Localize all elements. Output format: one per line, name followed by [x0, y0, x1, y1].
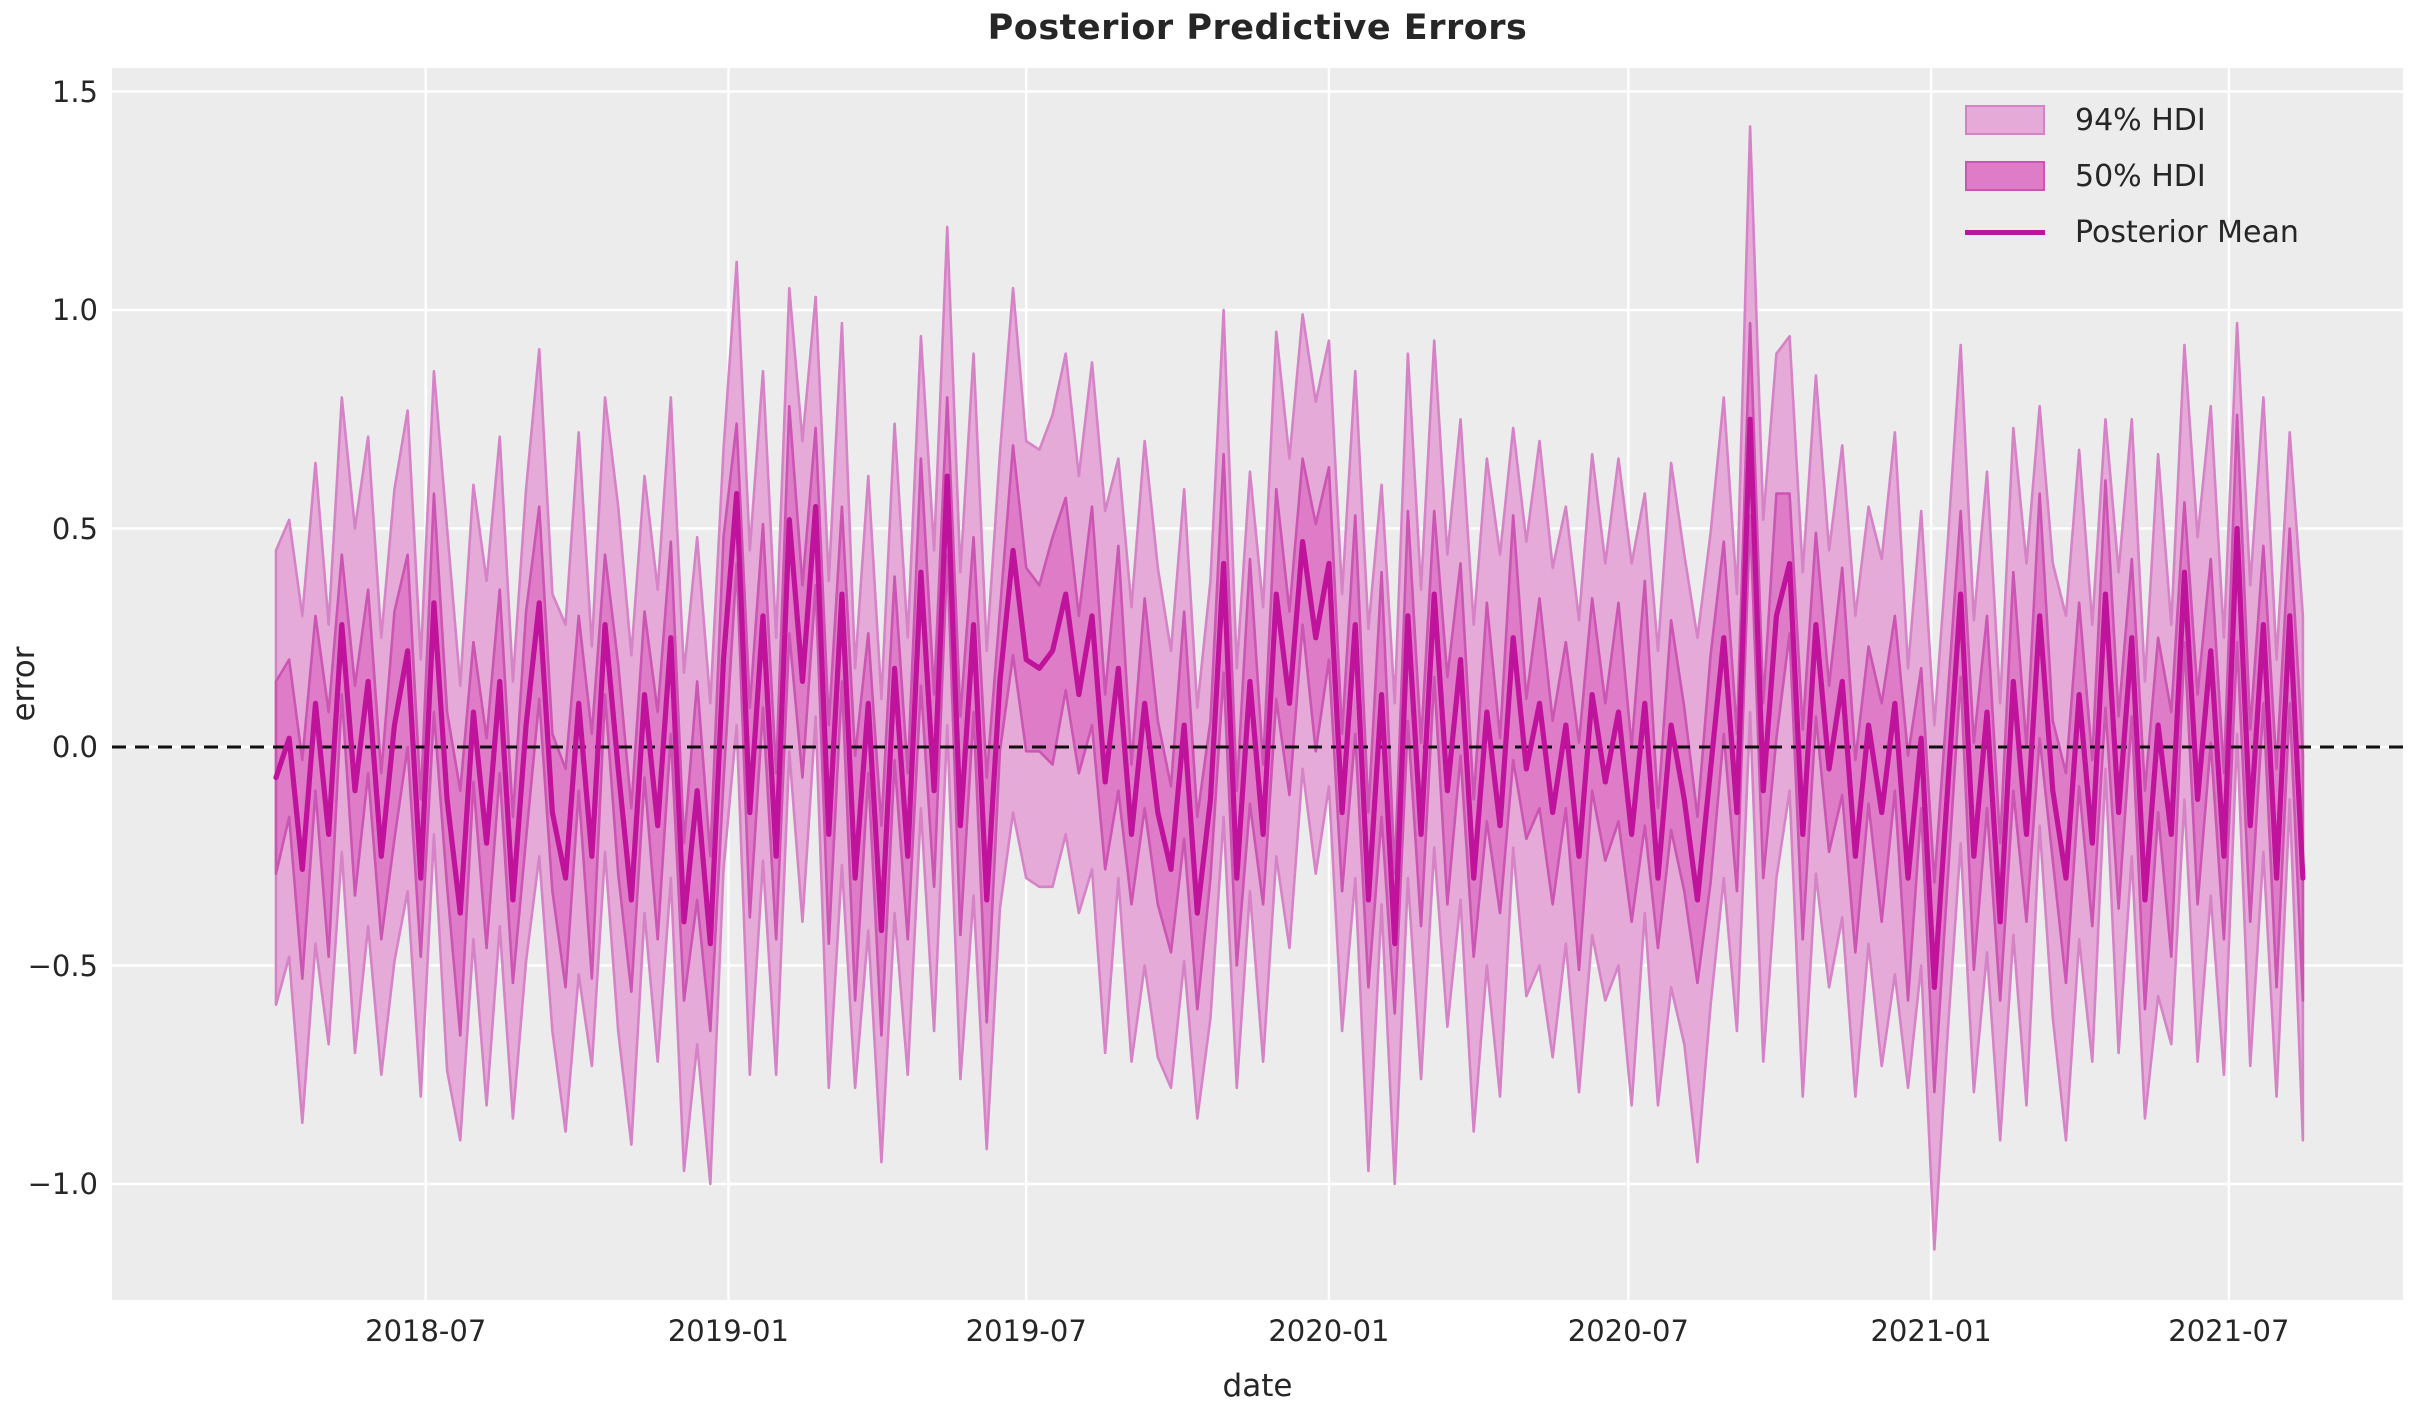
x-tick-label: 2020-01: [1268, 1314, 1390, 1348]
hdi-50-band: [274, 321, 2305, 1094]
legend-label: Posterior Mean: [2075, 214, 2299, 250]
legend-item-50-hdi: 50% HDI: [1965, 148, 2299, 204]
legend-line-sample-icon: [1965, 229, 2045, 235]
x-axis-label: date: [1222, 1368, 1293, 1404]
y-tick-label: 0.5: [51, 511, 98, 546]
y-tick-label: −0.5: [27, 948, 98, 983]
x-tick-label: 2020-07: [1567, 1314, 1689, 1348]
y-axis-label: error: [6, 646, 42, 722]
x-tick-label: 2019-01: [667, 1314, 790, 1348]
legend-label: 94% HDI: [2075, 102, 2206, 138]
chart-title: Posterior Predictive Errors: [987, 8, 1528, 48]
y-tick-label: 0.0: [51, 730, 98, 764]
legend-swatch-50-hdi-icon: [1965, 161, 2045, 191]
legend-swatch-94-hdi-icon: [1965, 105, 2045, 135]
y-tick-label: −1.0: [27, 1167, 98, 1201]
legend-item-94-hdi: 94% HDI: [1965, 92, 2299, 148]
x-tick-label: 2019-07: [965, 1314, 1087, 1348]
posterior-mean-line: [273, 416, 2306, 990]
legend-item-posterior-mean: Posterior Mean: [1965, 204, 2299, 260]
y-tick-label: 1.5: [51, 74, 98, 109]
y-tick-label: 1.0: [51, 293, 98, 327]
legend: 94% HDI 50% HDI Posterior Mean: [1965, 92, 2299, 260]
x-tick-label: 2018-07: [365, 1314, 487, 1348]
legend-label: 50% HDI: [2075, 158, 2206, 194]
x-tick-label: 2021-07: [2168, 1314, 2290, 1348]
x-tick-label: 2021-01: [1870, 1314, 1992, 1348]
plot-area: 94% HDI 50% HDI Posterior Mean: [112, 68, 2403, 1300]
plot-canvas: [112, 68, 2403, 1300]
